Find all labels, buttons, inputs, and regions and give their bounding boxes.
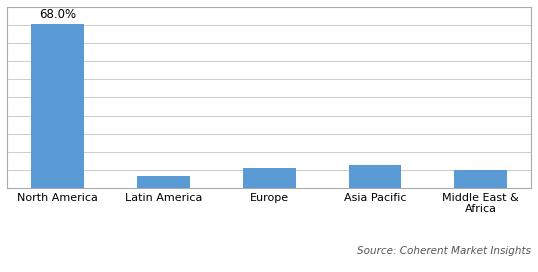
- Text: Source: Coherent Market Insights: Source: Coherent Market Insights: [357, 246, 531, 256]
- Bar: [31, 24, 84, 188]
- Bar: [137, 176, 190, 188]
- Bar: [243, 168, 296, 188]
- Bar: [455, 170, 507, 188]
- Bar: [349, 165, 401, 188]
- Text: 68.0%: 68.0%: [39, 8, 76, 21]
